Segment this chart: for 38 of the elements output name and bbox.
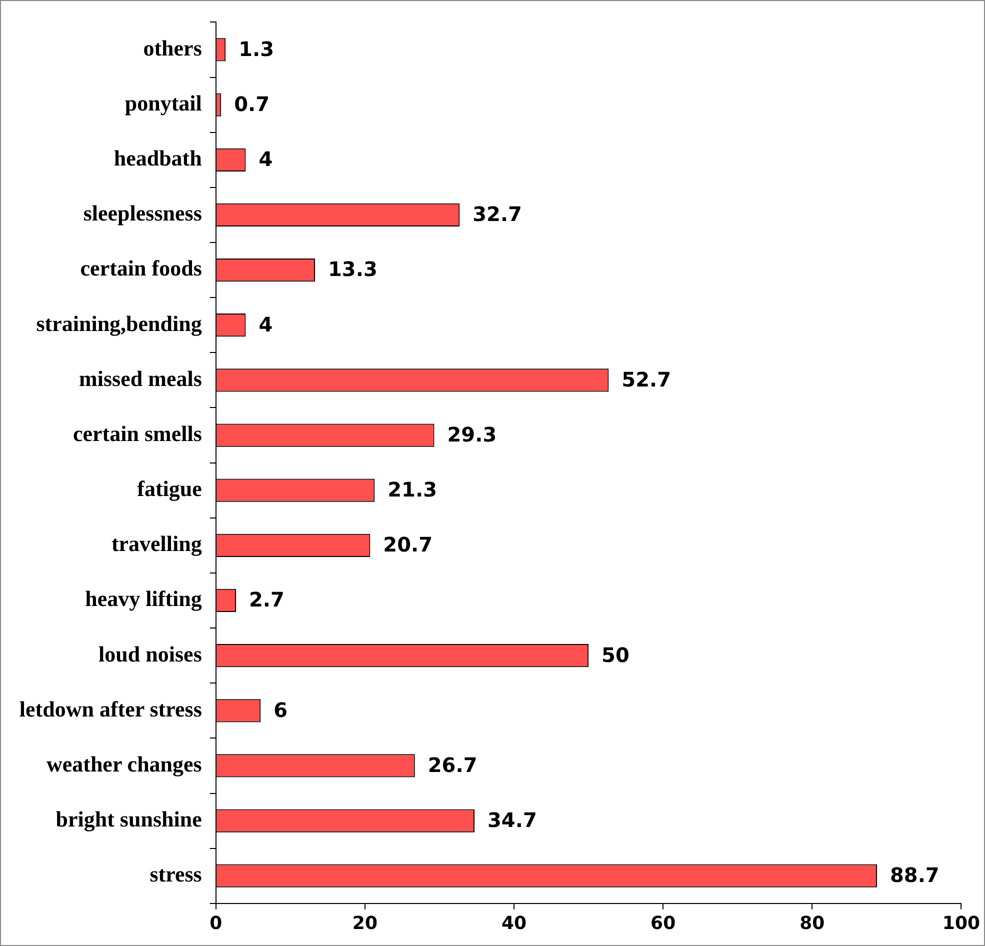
y-tick-label: certain foods bbox=[80, 256, 202, 281]
y-tick-label: straining,bending bbox=[36, 310, 202, 336]
data-label: 88.7 bbox=[890, 863, 940, 888]
y-tick-label: travelling bbox=[111, 531, 202, 556]
data-label: 20.7 bbox=[383, 532, 433, 557]
y-tick-label: fatigue bbox=[137, 476, 202, 502]
data-label: 4 bbox=[258, 147, 273, 172]
data-label: 26.7 bbox=[428, 752, 478, 777]
data-label: 13.3 bbox=[328, 257, 378, 282]
data-label: 2.7 bbox=[249, 588, 284, 612]
data-label: 21.3 bbox=[388, 478, 437, 502]
x-tick-label: 60 bbox=[650, 912, 676, 934]
x-tick-label: 20 bbox=[352, 912, 378, 934]
data-label: 1.3 bbox=[238, 36, 274, 61]
data-label: 29.3 bbox=[447, 422, 497, 446]
data-label: 34.7 bbox=[488, 808, 537, 832]
y-tick-label: stress bbox=[150, 862, 202, 887]
y-tick-label: sleeplessness bbox=[83, 200, 202, 226]
data-label: 52.7 bbox=[622, 367, 672, 392]
x-tick-label: 0 bbox=[210, 912, 222, 934]
data-label: 32.7 bbox=[472, 202, 522, 226]
y-tick-label: ponytail bbox=[124, 90, 202, 116]
data-label: 6 bbox=[274, 698, 288, 722]
x-tick-label: 80 bbox=[800, 912, 825, 934]
y-tick-label: certain smells bbox=[72, 420, 202, 446]
y-tick-label: heavy lifting bbox=[85, 586, 202, 612]
y-tick-label: bright sunshine bbox=[56, 806, 202, 832]
y-tick-label: weather changes bbox=[46, 751, 202, 776]
y-tick-label: others bbox=[143, 35, 202, 60]
x-tick-label: 100 bbox=[942, 912, 980, 934]
y-tick-label: letdown after stress bbox=[19, 696, 202, 722]
data-label: 50 bbox=[602, 642, 630, 667]
y-tick-label: headbath bbox=[114, 146, 202, 171]
x-tick-label: 40 bbox=[501, 912, 527, 934]
y-tick-label: missed meals bbox=[79, 366, 202, 391]
data-label: 4 bbox=[258, 312, 273, 336]
data-label: 0.7 bbox=[234, 92, 270, 116]
y-tick-label: loud noises bbox=[98, 641, 202, 666]
